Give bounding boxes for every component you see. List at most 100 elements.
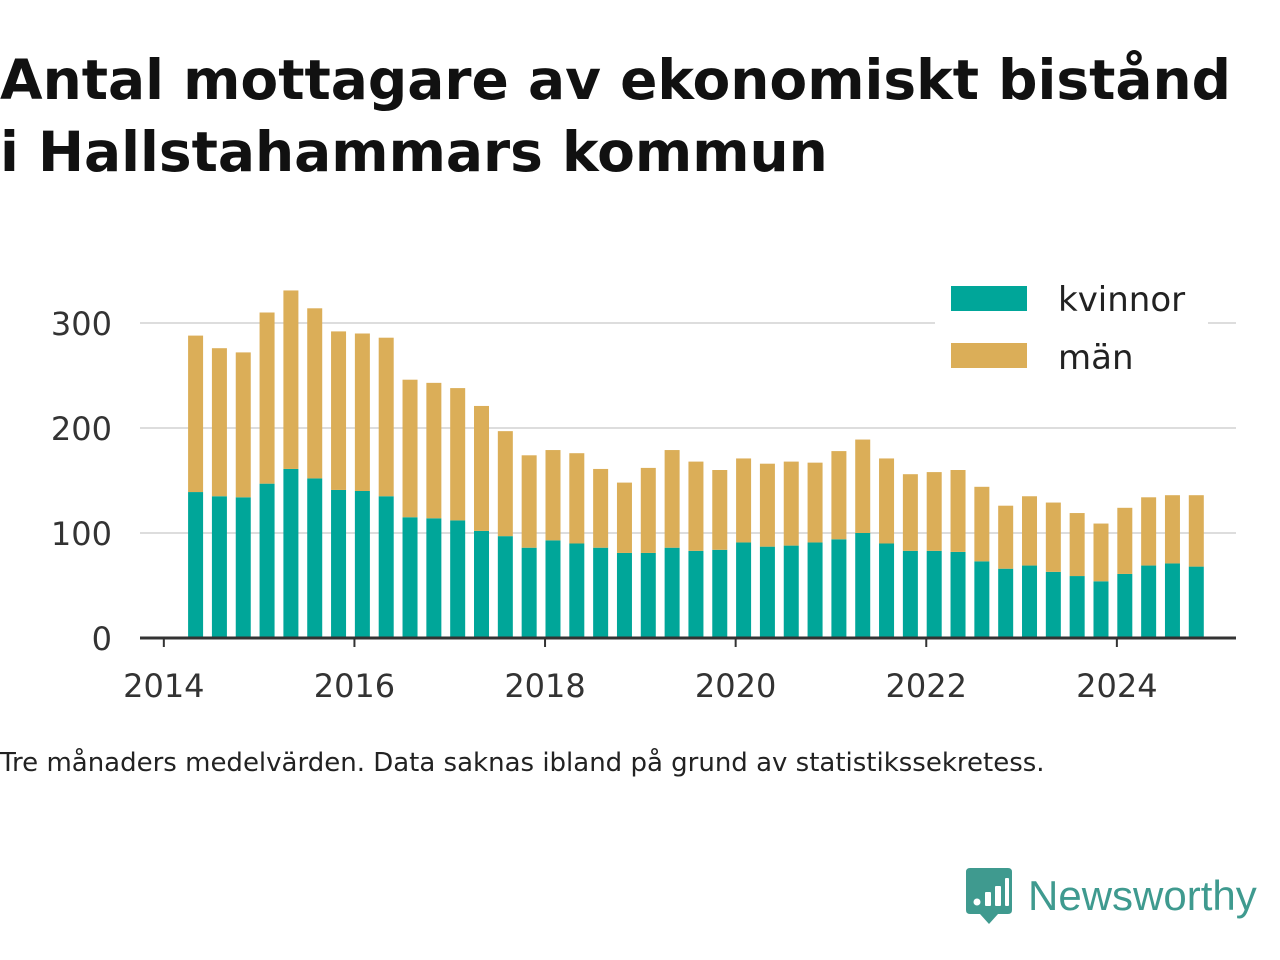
y-tick-label: 300 bbox=[51, 305, 112, 343]
bar-man bbox=[378, 337, 394, 497]
bar-man bbox=[831, 451, 847, 540]
chart-title: Antal mottagare av ekonomiskt bistånd i … bbox=[0, 44, 1280, 188]
bar-kvinnor bbox=[640, 552, 656, 638]
legend-label-man: män bbox=[1058, 338, 1134, 378]
bar-kvinnor bbox=[902, 550, 918, 638]
bar-man bbox=[974, 486, 990, 562]
bars bbox=[188, 290, 1204, 638]
bar-kvinnor bbox=[1188, 566, 1204, 638]
bar-kvinnor bbox=[426, 518, 442, 638]
bar-man bbox=[331, 331, 347, 490]
bar-man bbox=[1117, 507, 1133, 574]
bar-kvinnor bbox=[450, 520, 466, 638]
y-tick-label: 200 bbox=[51, 410, 112, 448]
chart-footnote: Tre månaders medelvärden. Data saknas ib… bbox=[0, 748, 1045, 778]
newsworthy-logo-icon bbox=[966, 868, 1012, 924]
bar-man bbox=[569, 453, 585, 544]
bar-kvinnor bbox=[331, 489, 347, 638]
bar-kvinnor bbox=[1022, 565, 1038, 638]
bar-kvinnor bbox=[521, 547, 537, 638]
y-tick-label: 0 bbox=[92, 620, 112, 658]
bar-man bbox=[1164, 495, 1180, 564]
y-axis-ticks: 0 100 200 300 bbox=[51, 305, 112, 658]
bar-man bbox=[402, 379, 418, 518]
chart-title-line-2: i Hallstahammars kommun bbox=[0, 120, 828, 184]
bar-man bbox=[736, 458, 752, 543]
bar-kvinnor bbox=[783, 545, 799, 638]
bar-kvinnor bbox=[211, 496, 227, 638]
bar-man bbox=[259, 312, 275, 484]
stacked-bar-chart: 2014 2016 2018 2020 2022 2024 0 100 200 300 kvin… bbox=[51, 278, 1236, 705]
bar-man bbox=[783, 461, 799, 546]
bar-kvinnor bbox=[1117, 573, 1133, 638]
bar-kvinnor bbox=[378, 496, 394, 638]
bar-man bbox=[688, 461, 704, 551]
bar-man bbox=[426, 382, 442, 519]
bar-man bbox=[1069, 513, 1085, 577]
bar-kvinnor bbox=[283, 468, 299, 638]
bar-kvinnor bbox=[998, 568, 1014, 638]
bar-kvinnor bbox=[545, 540, 561, 638]
x-tick-label: 2022 bbox=[886, 667, 967, 705]
bar-kvinnor bbox=[688, 550, 704, 638]
x-tick-label: 2016 bbox=[314, 667, 395, 705]
bar-man bbox=[855, 439, 871, 533]
bar-man bbox=[593, 468, 609, 548]
bar-kvinnor bbox=[569, 543, 585, 638]
bar-man bbox=[1141, 497, 1157, 566]
chart-title-line-1: Antal mottagare av ekonomiskt bistånd bbox=[0, 48, 1232, 112]
bar-kvinnor bbox=[593, 547, 609, 638]
bar-man bbox=[188, 335, 204, 493]
bar-kvinnor bbox=[807, 542, 823, 638]
bar-kvinnor bbox=[950, 551, 966, 638]
bar-kvinnor bbox=[497, 536, 513, 638]
bar-kvinnor bbox=[1164, 563, 1180, 638]
bar-kvinnor bbox=[235, 497, 251, 638]
bar-man bbox=[1188, 495, 1204, 567]
bar-man bbox=[235, 352, 251, 498]
bar-kvinnor bbox=[1045, 571, 1061, 638]
brand-name: Newsworthy bbox=[1028, 872, 1257, 919]
bar-man bbox=[283, 290, 299, 469]
bar-man bbox=[998, 505, 1014, 569]
bar-kvinnor bbox=[1093, 581, 1109, 638]
bar-kvinnor bbox=[736, 542, 752, 638]
bar-kvinnor bbox=[354, 491, 370, 638]
bar-kvinnor bbox=[1069, 576, 1085, 638]
bar-man bbox=[879, 458, 895, 544]
bar-man bbox=[545, 450, 561, 541]
bar-kvinnor bbox=[712, 549, 728, 638]
bar-kvinnor bbox=[926, 550, 942, 638]
bar-kvinnor bbox=[664, 547, 680, 638]
x-tick-label: 2018 bbox=[504, 667, 585, 705]
bar-kvinnor bbox=[402, 517, 418, 638]
bar-man bbox=[926, 472, 942, 551]
bar-man bbox=[211, 348, 227, 497]
bar-man bbox=[664, 450, 680, 548]
bar-kvinnor bbox=[879, 543, 895, 638]
x-tick-label: 2014 bbox=[123, 667, 204, 705]
bar-man bbox=[474, 405, 490, 531]
bar-man bbox=[1022, 496, 1038, 566]
bar-man bbox=[1045, 502, 1061, 572]
bar-kvinnor bbox=[616, 552, 632, 638]
bar-man bbox=[521, 455, 537, 548]
legend-swatch-kvinnor bbox=[951, 286, 1027, 311]
bar-man bbox=[807, 462, 823, 543]
bar-man bbox=[759, 463, 775, 547]
x-tick-label: 2024 bbox=[1076, 667, 1157, 705]
legend-swatch-man bbox=[951, 343, 1027, 368]
bar-man bbox=[307, 308, 323, 479]
legend-label-kvinnor: kvinnor bbox=[1058, 280, 1185, 320]
legend: kvinnor män bbox=[935, 278, 1208, 396]
bar-kvinnor bbox=[759, 546, 775, 638]
x-tick-label: 2020 bbox=[695, 667, 776, 705]
newsworthy-logo: Newsworthy bbox=[964, 864, 1257, 928]
bar-man bbox=[712, 470, 728, 550]
bar-kvinnor bbox=[855, 533, 871, 638]
bar-kvinnor bbox=[259, 483, 275, 638]
bar-man bbox=[640, 467, 656, 553]
y-tick-label: 100 bbox=[51, 515, 112, 553]
bar-man bbox=[450, 388, 466, 521]
bar-man bbox=[497, 431, 513, 537]
